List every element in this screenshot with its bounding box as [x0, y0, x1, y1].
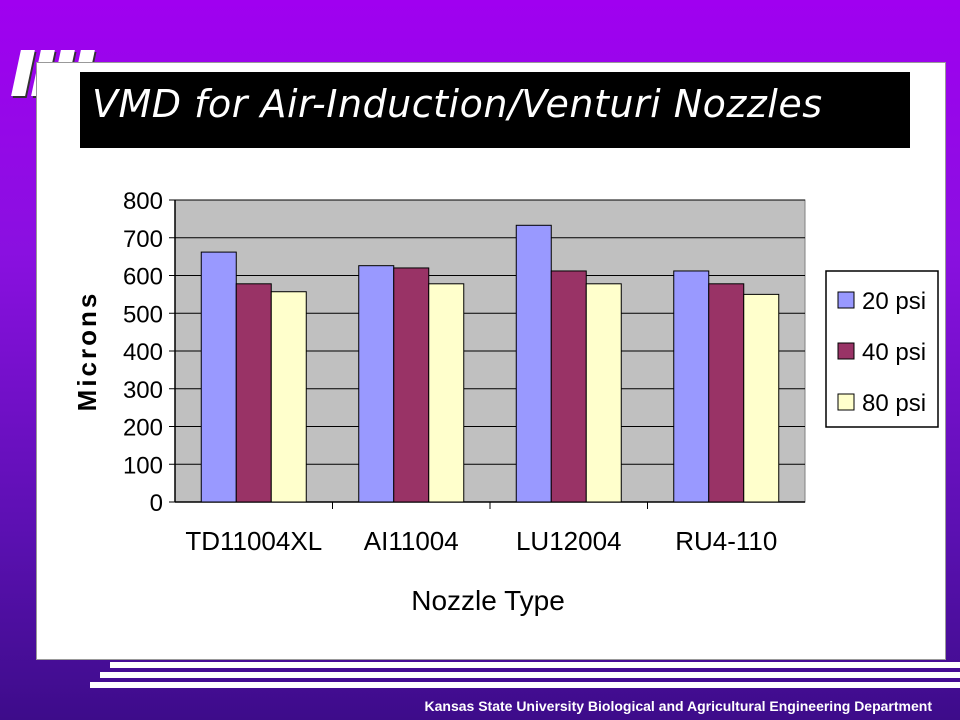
y-tick-label: 500: [123, 301, 163, 328]
x-tick-label: RU4-110: [675, 526, 777, 556]
bar: [585, 283, 622, 503]
x-axis-title: Nozzle Type: [411, 585, 565, 616]
bar: [743, 293, 780, 503]
slide-title: VMD for Air-Induction/Venturi Nozzles: [92, 82, 823, 126]
bar: [393, 267, 430, 503]
bar: [235, 283, 272, 503]
y-tick-label: 700: [123, 226, 163, 253]
y-tick-label: 300: [123, 377, 163, 404]
bar: [358, 265, 395, 503]
bar: [708, 283, 745, 503]
y-tick-label: 0: [150, 490, 163, 517]
bar: [428, 283, 465, 503]
legend-label: 80 psi: [862, 390, 926, 417]
footer-text: Kansas State University Biological and A…: [424, 698, 933, 714]
y-axis-title: Microns: [72, 291, 102, 412]
bar: [270, 291, 307, 503]
y-tick-label: 200: [123, 415, 163, 442]
legend-swatch: [837, 291, 855, 309]
x-tick-label: AI11004: [364, 526, 459, 556]
decor-stripe-3: [90, 682, 960, 688]
y-tick-label: 600: [123, 264, 163, 291]
legend-swatch: [837, 393, 855, 411]
x-tick-label: TD11004XL: [185, 526, 322, 556]
decor-stripe-1: [110, 662, 960, 668]
bar: [673, 270, 710, 503]
y-tick-label: 800: [123, 188, 163, 215]
bar: [550, 270, 587, 503]
y-tick-label: 400: [123, 339, 163, 366]
y-tick-label: 100: [123, 452, 163, 479]
legend-label: 40 psi: [862, 339, 926, 366]
legend-label: 20 psi: [862, 288, 926, 315]
x-tick-label: LU12004: [516, 526, 622, 556]
bar: [515, 224, 552, 503]
title-banner: VMD for Air-Induction/Venturi Nozzles: [80, 72, 910, 148]
bar: [200, 251, 237, 503]
legend-swatch: [837, 342, 855, 360]
decor-stripe-2: [100, 672, 960, 678]
